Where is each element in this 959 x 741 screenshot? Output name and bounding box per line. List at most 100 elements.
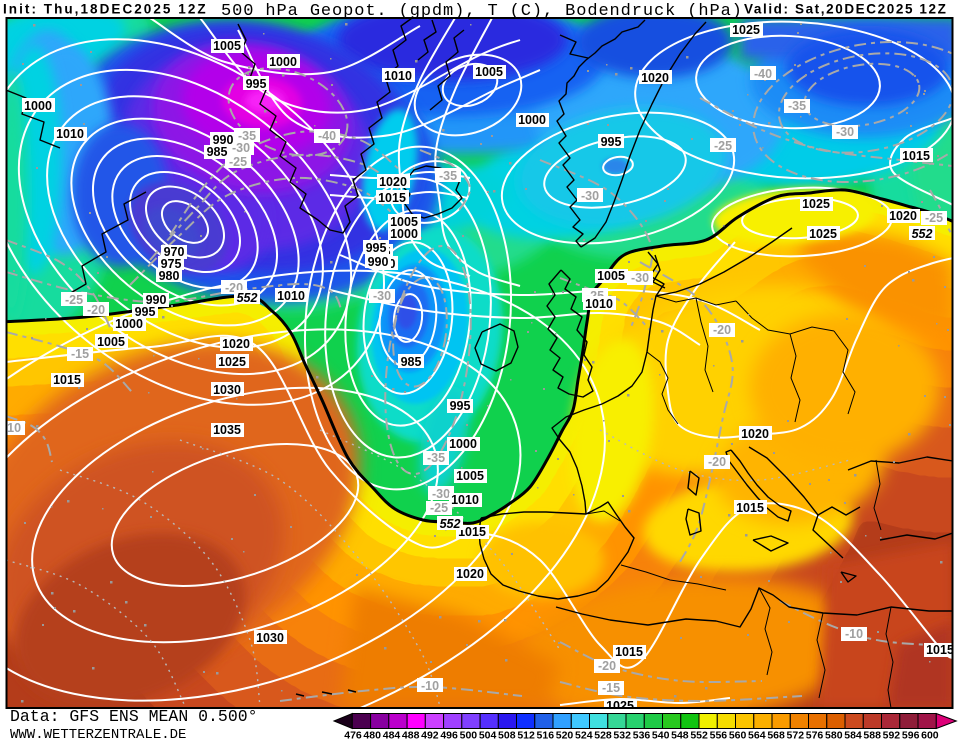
- svg-text:990: 990: [368, 255, 389, 269]
- svg-text:1005: 1005: [475, 65, 503, 79]
- svg-text:552: 552: [690, 730, 708, 741]
- svg-text:568: 568: [767, 730, 785, 741]
- svg-text:552: 552: [237, 291, 258, 305]
- svg-text:-40: -40: [754, 67, 772, 81]
- svg-text:1025: 1025: [218, 355, 246, 369]
- svg-text:1010: 1010: [56, 127, 84, 141]
- svg-text:1015: 1015: [458, 525, 486, 539]
- svg-text:-20: -20: [708, 455, 726, 469]
- svg-text:588: 588: [863, 730, 881, 741]
- svg-text:1015: 1015: [378, 191, 406, 205]
- svg-text:1000: 1000: [115, 317, 143, 331]
- svg-text:540: 540: [652, 730, 670, 741]
- svg-text:WWW.WETTERZENTRALE.DE: WWW.WETTERZENTRALE.DE: [10, 727, 186, 741]
- svg-text:1005: 1005: [97, 335, 125, 349]
- svg-text:1020: 1020: [641, 71, 669, 85]
- svg-text:980: 980: [159, 269, 180, 283]
- svg-text:995: 995: [135, 305, 156, 319]
- svg-text:1010: 1010: [277, 289, 305, 303]
- svg-text:-20: -20: [87, 303, 105, 317]
- svg-text:1030: 1030: [256, 631, 284, 645]
- svg-text:1000: 1000: [449, 437, 477, 451]
- svg-text:-25: -25: [925, 211, 943, 225]
- svg-text:600: 600: [921, 730, 939, 741]
- svg-text:970: 970: [164, 245, 185, 259]
- svg-text:516: 516: [537, 730, 555, 741]
- svg-text:520: 520: [556, 730, 574, 741]
- svg-text:500 hPa Geopot. (gpdm), T (C),: 500 hPa Geopot. (gpdm), T (C), Bodendruc…: [221, 2, 743, 21]
- svg-text:1005: 1005: [213, 39, 241, 53]
- svg-text:528: 528: [594, 730, 612, 741]
- svg-text:-25: -25: [714, 139, 732, 153]
- svg-text:-30: -30: [631, 271, 649, 285]
- svg-text:1025: 1025: [606, 699, 634, 713]
- svg-text:-35: -35: [427, 451, 445, 465]
- svg-text:-10: -10: [845, 627, 863, 641]
- svg-text:1005: 1005: [597, 269, 625, 283]
- svg-text:1005: 1005: [390, 215, 418, 229]
- svg-text:572: 572: [787, 730, 805, 741]
- svg-text:-35: -35: [439, 169, 457, 183]
- svg-text:-15: -15: [602, 681, 620, 695]
- svg-text:995: 995: [246, 77, 267, 91]
- svg-text:564: 564: [748, 730, 766, 741]
- svg-text:975: 975: [161, 257, 182, 271]
- svg-text:596: 596: [902, 730, 920, 741]
- svg-text:1000: 1000: [518, 113, 546, 127]
- svg-text:995: 995: [366, 241, 387, 255]
- svg-text:-30: -30: [836, 125, 854, 139]
- svg-text:1015: 1015: [926, 643, 954, 657]
- svg-text:-35: -35: [788, 99, 806, 113]
- svg-text:-10: -10: [3, 421, 21, 435]
- svg-text:1010: 1010: [384, 69, 412, 83]
- svg-text:-25: -25: [229, 155, 247, 169]
- svg-text:492: 492: [421, 730, 439, 741]
- svg-text:1020: 1020: [889, 209, 917, 223]
- svg-text:Init: Thu,18DEC2025 12Z: Init: Thu,18DEC2025 12Z: [3, 2, 208, 17]
- svg-text:480: 480: [363, 730, 381, 741]
- svg-text:990: 990: [213, 133, 234, 147]
- svg-text:-20: -20: [598, 659, 616, 673]
- svg-text:1015: 1015: [615, 645, 643, 659]
- svg-text:995: 995: [601, 135, 622, 149]
- svg-text:560: 560: [729, 730, 747, 741]
- svg-text:556: 556: [710, 730, 728, 741]
- svg-text:1005: 1005: [456, 469, 484, 483]
- svg-text:532: 532: [613, 730, 631, 741]
- svg-text:584: 584: [844, 730, 862, 741]
- svg-text:488: 488: [402, 730, 420, 741]
- svg-text:-35: -35: [238, 129, 256, 143]
- svg-text:Valid: Sat,20DEC2025 12Z: Valid: Sat,20DEC2025 12Z: [744, 2, 948, 17]
- svg-text:508: 508: [498, 730, 516, 741]
- svg-text:-30: -30: [581, 189, 599, 203]
- svg-text:1025: 1025: [732, 23, 760, 37]
- svg-text:548: 548: [671, 730, 689, 741]
- svg-text:552: 552: [912, 227, 933, 241]
- svg-text:1015: 1015: [902, 149, 930, 163]
- svg-text:Data: GFS ENS MEAN 0.500°: Data: GFS ENS MEAN 0.500°: [10, 707, 258, 726]
- svg-text:576: 576: [806, 730, 824, 741]
- svg-text:-40: -40: [318, 129, 336, 143]
- svg-text:1025: 1025: [802, 197, 830, 211]
- svg-text:580: 580: [825, 730, 843, 741]
- svg-text:-30: -30: [232, 141, 250, 155]
- svg-text:1025: 1025: [809, 227, 837, 241]
- svg-text:536: 536: [633, 730, 651, 741]
- svg-text:496: 496: [440, 730, 458, 741]
- svg-text:504: 504: [479, 730, 497, 741]
- svg-text:476: 476: [344, 730, 362, 741]
- svg-text:-15: -15: [71, 347, 89, 361]
- svg-text:592: 592: [883, 730, 901, 741]
- svg-text:-30: -30: [432, 487, 450, 501]
- svg-text:1020: 1020: [456, 567, 484, 581]
- svg-text:990: 990: [146, 293, 167, 307]
- svg-text:1000: 1000: [269, 55, 297, 69]
- svg-text:-20: -20: [713, 323, 731, 337]
- svg-text:-25: -25: [65, 293, 83, 307]
- svg-text:500: 500: [460, 730, 478, 741]
- svg-text:512: 512: [517, 730, 535, 741]
- svg-text:985: 985: [207, 145, 228, 159]
- svg-text:-30: -30: [373, 289, 391, 303]
- svg-text:1015: 1015: [736, 501, 764, 515]
- svg-text:-25: -25: [430, 501, 448, 515]
